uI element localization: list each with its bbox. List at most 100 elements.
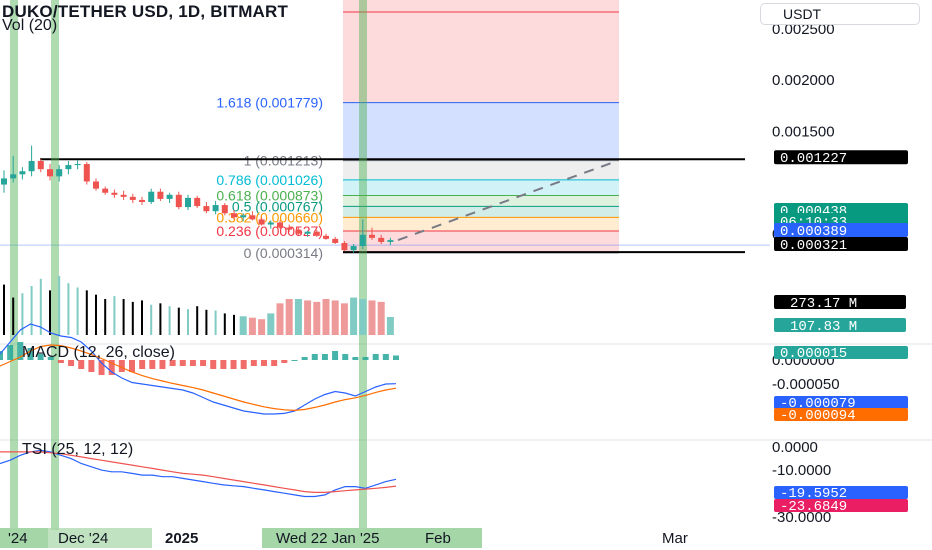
candle-body-37 <box>341 242 348 251</box>
fib-label-3: 0.618 (0.000873) <box>216 188 323 204</box>
price-tag-text-3: 0.000321 <box>780 238 847 254</box>
volume-bar-31 <box>285 299 293 335</box>
volume-bar-35 <box>322 299 330 335</box>
macd-hist-12 <box>118 360 125 372</box>
volume-bar-36 <box>331 300 339 335</box>
fib-label-6: 0.236 (0.000527) <box>216 223 323 239</box>
tsi-tag-0 <box>774 486 908 499</box>
price-tag-3 <box>774 237 908 251</box>
macd-hist-37 <box>372 354 379 360</box>
fib-zone-6 <box>343 230 619 253</box>
highlight-bar-1 <box>51 0 59 530</box>
volume-bar-30 <box>276 303 284 335</box>
macd-hist-0 <box>0 351 3 360</box>
volume-bar-33 <box>304 300 312 335</box>
candle-body-2 <box>19 171 26 175</box>
candle-body-38 <box>350 246 357 251</box>
projection-line <box>397 159 619 242</box>
fib-zone-5 <box>343 217 619 231</box>
candle-body-30 <box>277 222 283 228</box>
macd-hist-35 <box>352 357 359 360</box>
macd-tick-0: -0.000050 <box>772 376 840 393</box>
volume-bar-28 <box>258 319 266 335</box>
macd-hist-26 <box>261 360 267 366</box>
fib-label-2: 0.786 (0.001026) <box>216 172 323 188</box>
candle-body-5 <box>47 169 53 177</box>
fib-zone-top <box>343 0 619 103</box>
volume-bar-39 <box>359 299 367 335</box>
candle-body-24 <box>221 205 228 214</box>
macd-hist-28 <box>281 360 288 363</box>
macd-tag-0 <box>774 346 908 359</box>
macd-hist-20 <box>200 360 207 366</box>
volume-bar-37 <box>340 303 348 335</box>
macd-tag-1 <box>774 396 908 409</box>
currency-label: USDT <box>783 6 822 22</box>
volume-bar-9 <box>85 290 88 335</box>
time-highlight-1 <box>48 528 152 548</box>
volume-bar-42 <box>386 317 394 335</box>
candle-body-34 <box>313 231 320 236</box>
fib-label-7: 0 (0.000314) <box>244 245 323 261</box>
highlight-bar-0 <box>10 0 18 530</box>
candle-body-13 <box>120 194 127 197</box>
volume-bar-27 <box>248 317 256 335</box>
volume-tag-text-1: 107.83 M <box>790 319 857 335</box>
time-label-1: Dec '24 <box>58 530 108 547</box>
volume-bar-13 <box>122 299 125 335</box>
macd-hist-30 <box>301 357 308 360</box>
volume-bar-16 <box>150 304 153 335</box>
candle-body-28 <box>258 219 265 225</box>
candle-body-15 <box>139 199 145 202</box>
macd-hist-10 <box>98 360 105 375</box>
volume-bar-23 <box>214 310 217 335</box>
macd-hist-32 <box>321 354 328 360</box>
price-tag-text-0: 0.001227 <box>780 151 847 167</box>
candle-body-21 <box>194 197 201 207</box>
candle-body-16 <box>148 191 155 202</box>
volume-bar-3 <box>30 286 33 335</box>
macd-hist-16 <box>159 360 166 369</box>
macd-tag-text-2: -0.000094 <box>780 408 856 424</box>
macd-hist-9 <box>88 360 95 372</box>
volume-tag-text-0: 273.17 M <box>790 296 857 312</box>
macd-hist-3 <box>27 348 34 360</box>
price-tag-2 <box>774 223 908 237</box>
fib-zone-4 <box>343 206 619 218</box>
tsi-tag-text-0: -19.5952 <box>780 486 847 502</box>
tsi-series-1 <box>0 451 397 493</box>
volume-bar-12 <box>113 296 116 335</box>
candle-body-31 <box>286 227 293 230</box>
macd-hist-15 <box>149 360 156 369</box>
candle-body-41 <box>378 237 385 242</box>
volume-bar-5 <box>49 290 51 335</box>
time-highlight-2 <box>262 528 482 548</box>
macd-hist-31 <box>311 354 318 360</box>
candle-body-19 <box>175 194 182 208</box>
macd-series-0 <box>0 323 397 415</box>
candle-body-0 <box>1 178 7 185</box>
macd-series-1 <box>0 344 397 412</box>
candle-body-27 <box>249 215 256 220</box>
candle-body-22 <box>203 206 210 212</box>
price-tag-0 <box>774 150 908 165</box>
volume-bar-14 <box>131 301 134 335</box>
tsi-label: TSI (25, 12, 12) <box>22 441 134 458</box>
macd-hist-5 <box>47 357 54 360</box>
fib-zone-3 <box>343 195 619 207</box>
price-tag-text-2: 0.000389 <box>780 224 847 240</box>
candle-body-17 <box>157 191 164 199</box>
macd-hist-6 <box>57 360 64 363</box>
volume-bar-38 <box>350 297 358 335</box>
volume-bar-25 <box>233 314 235 335</box>
candle-body-11 <box>102 188 109 193</box>
tsi-tick-1: -10.0000 <box>772 462 831 479</box>
macd-hist-23 <box>230 360 237 369</box>
macd-hist-1 <box>7 345 14 360</box>
volume-bar-15 <box>141 300 143 335</box>
macd-hist-19 <box>189 360 196 366</box>
currency-selector[interactable]: USDT <box>760 3 920 25</box>
candle-body-12 <box>111 192 118 195</box>
